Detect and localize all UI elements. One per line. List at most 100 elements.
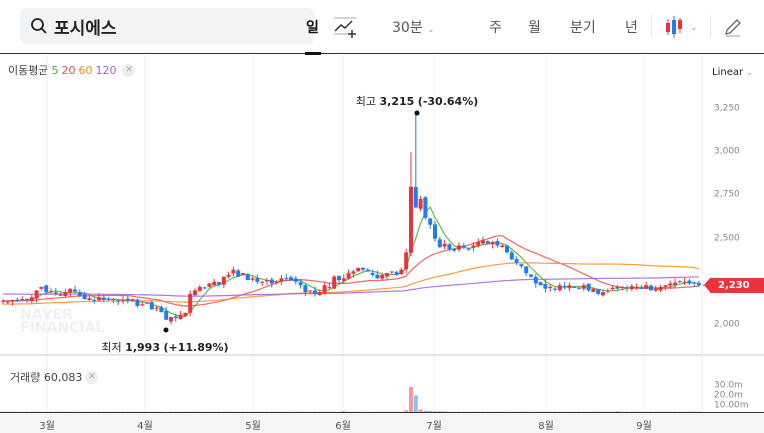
candle-body bbox=[169, 317, 173, 322]
high-marker bbox=[414, 110, 420, 116]
scale-label: Linear bbox=[712, 67, 744, 78]
candle-body bbox=[44, 285, 49, 293]
close-icon[interactable]: ✕ bbox=[85, 370, 99, 384]
candle-body bbox=[34, 290, 39, 299]
divider bbox=[710, 15, 711, 37]
interval-dropdown[interactable]: 30분 ⌄ bbox=[392, 17, 435, 37]
candle-body bbox=[370, 272, 375, 275]
low-marker bbox=[163, 327, 169, 333]
candle-body bbox=[620, 286, 625, 288]
candle-body bbox=[183, 312, 188, 317]
candle-body bbox=[327, 286, 332, 288]
stock-search-box[interactable]: 포시에스 bbox=[20, 8, 314, 44]
y-tick-label: 3,250 bbox=[714, 103, 740, 114]
candle-body bbox=[39, 286, 44, 289]
candle-body bbox=[692, 282, 697, 284]
high-label: 최고 bbox=[355, 95, 377, 108]
candle-body bbox=[581, 285, 586, 289]
ma60-label: 60 bbox=[78, 63, 93, 77]
pencil-draw-icon[interactable] bbox=[723, 17, 743, 37]
ma20-label: 20 bbox=[61, 63, 76, 77]
candle-body bbox=[591, 288, 596, 292]
candle-body bbox=[308, 290, 313, 292]
tab-month[interactable]: 월 bbox=[528, 20, 541, 36]
candle-body bbox=[548, 286, 553, 288]
candle-body bbox=[5, 301, 10, 303]
candle-body bbox=[586, 283, 591, 291]
candle-body bbox=[365, 269, 370, 272]
naver-financial-watermark: NAVER FINANCIAL bbox=[20, 307, 105, 336]
candle-body bbox=[202, 287, 207, 289]
candle-body bbox=[274, 281, 279, 283]
candle-body bbox=[346, 273, 351, 279]
tab-year[interactable]: 년 bbox=[625, 20, 638, 36]
candle-body bbox=[231, 269, 236, 274]
candle-body bbox=[697, 283, 701, 286]
candle-body bbox=[125, 298, 130, 301]
tab-quarter[interactable]: 분기 bbox=[570, 20, 596, 36]
candle-body bbox=[121, 299, 125, 301]
candle-body bbox=[375, 274, 380, 279]
svg-text:⌄: ⌄ bbox=[690, 23, 698, 33]
ma5-line bbox=[2, 206, 700, 318]
candle-body bbox=[303, 285, 308, 293]
candle-body bbox=[1, 300, 5, 302]
candle-body bbox=[610, 287, 615, 290]
candle-body bbox=[423, 197, 428, 218]
close-icon[interactable]: ✕ bbox=[122, 63, 136, 77]
candle-body bbox=[529, 274, 533, 277]
candle-body bbox=[241, 273, 245, 276]
candle-body bbox=[663, 285, 668, 287]
candle-body bbox=[418, 198, 423, 209]
candle-body bbox=[596, 289, 601, 294]
candle-body bbox=[687, 280, 692, 284]
candle-body bbox=[87, 298, 92, 301]
candle-body bbox=[500, 245, 505, 248]
candle-body bbox=[73, 289, 77, 292]
candle-body bbox=[130, 299, 135, 301]
candle-body bbox=[58, 294, 63, 296]
candle-body bbox=[562, 285, 567, 287]
scale-dropdown[interactable]: Linear ⌄ bbox=[712, 67, 753, 78]
candle-body bbox=[399, 269, 404, 275]
candle-body bbox=[197, 286, 202, 292]
candle-body bbox=[149, 302, 154, 310]
candle-chart-type-icon[interactable]: ⌄ bbox=[664, 15, 700, 39]
volume-bar bbox=[433, 411, 437, 412]
candle-body bbox=[485, 241, 490, 244]
volume-tick-label: 10.00m bbox=[714, 400, 749, 411]
y-tick-label: 2,750 bbox=[714, 189, 740, 200]
candle-body bbox=[82, 294, 87, 300]
candle-body bbox=[442, 243, 447, 247]
candle-body bbox=[145, 302, 149, 304]
tab-week[interactable]: 주 bbox=[489, 20, 502, 36]
price-chart[interactable] bbox=[0, 55, 764, 412]
add-indicator-icon[interactable] bbox=[334, 17, 358, 39]
volume-label: 거래량 bbox=[10, 371, 41, 384]
candle-body bbox=[389, 271, 394, 273]
chevron-down-icon: ⌄ bbox=[427, 25, 435, 35]
x-tick-label: 6월 bbox=[335, 421, 351, 432]
candle-body bbox=[553, 288, 557, 290]
candle-body bbox=[605, 290, 610, 292]
toolbar: 포시에스 30분 ⌄ 일 주 월 분기 년 ⌄ bbox=[0, 0, 764, 55]
candle-body bbox=[135, 299, 140, 306]
candle-body bbox=[255, 278, 260, 282]
ma120-label: 120 bbox=[95, 63, 117, 77]
candle-body bbox=[644, 285, 649, 289]
chevron-down-icon: ⌄ bbox=[746, 68, 753, 77]
candle-body bbox=[279, 278, 284, 282]
candle-body bbox=[625, 287, 629, 289]
volume-bar bbox=[615, 411, 620, 412]
candle-body bbox=[317, 292, 322, 296]
candle-body bbox=[322, 285, 327, 294]
candle-body bbox=[164, 311, 169, 320]
candle-body bbox=[447, 244, 452, 249]
tab-day[interactable]: 일 bbox=[306, 20, 319, 36]
candle-body bbox=[178, 314, 183, 320]
candle-body bbox=[92, 299, 97, 301]
volume-bar bbox=[442, 411, 447, 412]
ma120-line bbox=[2, 276, 700, 297]
low-label: 최저 bbox=[101, 341, 122, 354]
candle-body bbox=[226, 274, 231, 277]
